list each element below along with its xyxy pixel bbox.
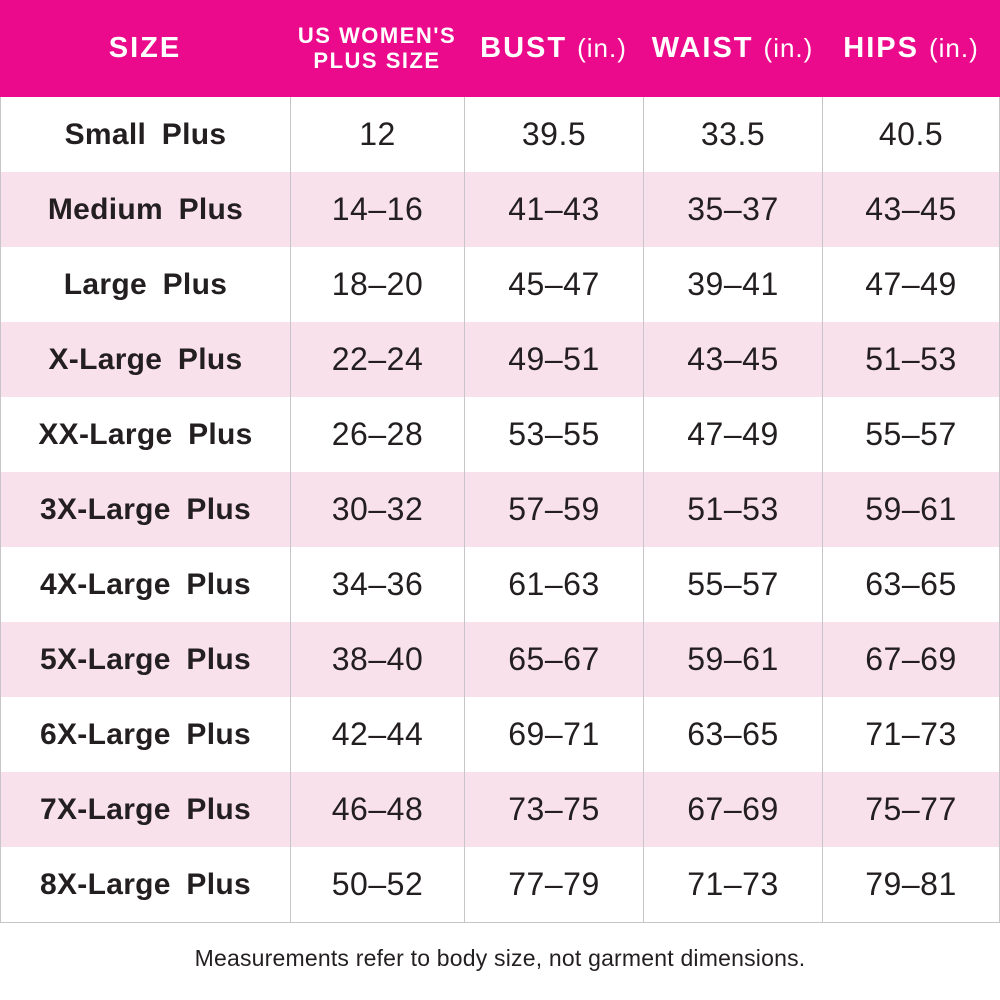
cell-us-womens-plus-size: 14–16 — [290, 172, 464, 247]
table-body: Small Plus 12 39.5 33.5 40.5 Medium Plus 14–16… — [0, 97, 1000, 923]
cell-size: 8X-Large Plus — [40, 867, 251, 901]
cell-hips: 47–49 — [822, 247, 999, 322]
cell-bust: 45–47 — [464, 247, 643, 322]
column-header-bust: BUST (in.) — [464, 0, 643, 97]
table-header-row: SIZE US WOMEN'S PLUS SIZE BUST (in.) WAIST (in… — [0, 0, 1000, 97]
column-header-label: SIZE — [108, 32, 182, 65]
table-row: Medium Plus 14–16 41–43 35–37 43–45 — [1, 172, 999, 247]
cell-us-womens-plus-size: 42–44 — [290, 697, 464, 772]
cell-size: Medium Plus — [47, 192, 244, 226]
column-header-unit: (in.) — [577, 33, 627, 64]
cell-hips: 67–69 — [822, 622, 999, 697]
cell-waist: 35–37 — [643, 172, 822, 247]
cell-size: 6X-Large Plus — [40, 717, 251, 751]
table-row: 3X-Large Plus 30–32 57–59 51–53 59–61 — [1, 472, 999, 547]
cell-hips: 55–57 — [822, 397, 999, 472]
cell-hips: 63–65 — [822, 547, 999, 622]
cell-us-womens-plus-size: 18–20 — [290, 247, 464, 322]
cell-hips: 59–61 — [822, 472, 999, 547]
cell-size: XX-Large Plus — [38, 417, 253, 451]
cell-waist: 43–45 — [643, 322, 822, 397]
column-header-hips: HIPS (in.) — [822, 0, 1000, 97]
cell-waist: 51–53 — [643, 472, 822, 547]
table-row: X-Large Plus 22–24 49–51 43–45 51–53 — [1, 322, 999, 397]
cell-waist: 47–49 — [643, 397, 822, 472]
cell-us-womens-plus-size: 30–32 — [290, 472, 464, 547]
cell-bust: 39.5 — [464, 97, 643, 172]
cell-size: 3X-Large Plus — [40, 492, 251, 526]
cell-bust: 49–51 — [464, 322, 643, 397]
table-row: 6X-Large Plus 42–44 69–71 63–65 71–73 — [1, 697, 999, 772]
table-row: 7X-Large Plus 46–48 73–75 67–69 75–77 — [1, 772, 999, 847]
cell-us-womens-plus-size: 50–52 — [290, 847, 464, 922]
cell-size: X-Large Plus — [48, 342, 243, 376]
column-header-unit: (in.) — [928, 33, 979, 64]
column-header-unit: (in.) — [763, 33, 814, 64]
column-header-line: US WOMEN'S — [297, 22, 457, 48]
column-header-waist: WAIST (in.) — [643, 0, 822, 97]
cell-hips: 43–45 — [822, 172, 999, 247]
cell-waist: 33.5 — [643, 97, 822, 172]
column-header-label: BUST — [480, 32, 568, 65]
cell-waist: 59–61 — [643, 622, 822, 697]
cell-hips: 75–77 — [822, 772, 999, 847]
cell-us-womens-plus-size: 38–40 — [290, 622, 464, 697]
column-header-us-womens-plus-size: US WOMEN'S PLUS SIZE — [290, 0, 464, 97]
cell-us-womens-plus-size: 22–24 — [290, 322, 464, 397]
cell-waist: 55–57 — [643, 547, 822, 622]
cell-size: 5X-Large Plus — [40, 642, 251, 676]
column-header-label: WAIST — [651, 32, 754, 65]
column-header-size: SIZE — [0, 0, 290, 97]
cell-bust: 61–63 — [464, 547, 643, 622]
cell-us-womens-plus-size: 34–36 — [290, 547, 464, 622]
cell-us-womens-plus-size: 46–48 — [290, 772, 464, 847]
table-row: 5X-Large Plus 38–40 65–67 59–61 67–69 — [1, 622, 999, 697]
column-header-line: PLUS SIZE — [313, 47, 441, 73]
measurement-footnote: Measurements refer to body size, not gar… — [194, 945, 806, 971]
cell-size: Large Plus — [63, 267, 228, 301]
cell-hips: 79–81 — [822, 847, 999, 922]
column-header-label: HIPS — [843, 32, 919, 65]
cell-hips: 71–73 — [822, 697, 999, 772]
cell-size: 4X-Large Plus — [40, 567, 251, 601]
table-row: 8X-Large Plus 50–52 77–79 71–73 79–81 — [1, 847, 999, 922]
cell-waist: 71–73 — [643, 847, 822, 922]
cell-bust: 57–59 — [464, 472, 643, 547]
cell-bust: 41–43 — [464, 172, 643, 247]
cell-bust: 69–71 — [464, 697, 643, 772]
table-row: Large Plus 18–20 45–47 39–41 47–49 — [1, 247, 999, 322]
cell-bust: 53–55 — [464, 397, 643, 472]
cell-hips: 40.5 — [822, 97, 999, 172]
table-row: Small Plus 12 39.5 33.5 40.5 — [1, 97, 999, 172]
cell-us-womens-plus-size: 12 — [290, 97, 464, 172]
cell-us-womens-plus-size: 26–28 — [290, 397, 464, 472]
cell-bust: 65–67 — [464, 622, 643, 697]
cell-waist: 67–69 — [643, 772, 822, 847]
cell-bust: 73–75 — [464, 772, 643, 847]
cell-waist: 39–41 — [643, 247, 822, 322]
table-row: 4X-Large Plus 34–36 61–63 55–57 63–65 — [1, 547, 999, 622]
cell-bust: 77–79 — [464, 847, 643, 922]
table-row: XX-Large Plus 26–28 53–55 47–49 55–57 — [1, 397, 999, 472]
cell-size: 7X-Large Plus — [40, 792, 251, 826]
cell-waist: 63–65 — [643, 697, 822, 772]
cell-hips: 51–53 — [822, 322, 999, 397]
size-chart-table: SIZE US WOMEN'S PLUS SIZE BUST (in.) WAIST (in… — [0, 0, 1000, 923]
cell-size: Small Plus — [64, 117, 227, 151]
